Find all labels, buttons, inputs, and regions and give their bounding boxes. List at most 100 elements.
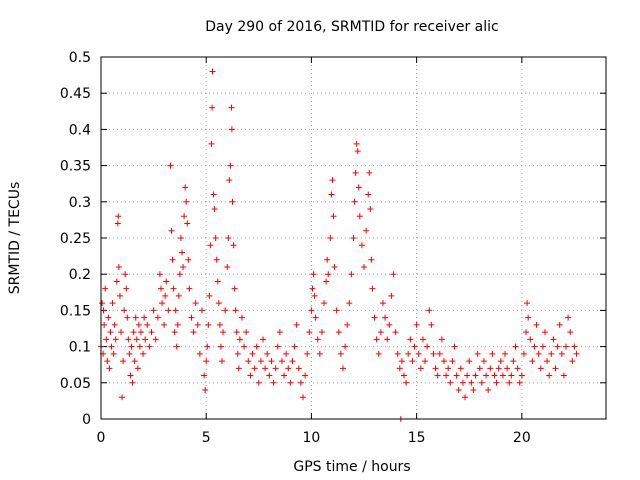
data-point — [167, 162, 174, 169]
data-point — [180, 263, 187, 270]
data-point — [354, 148, 361, 155]
plot-frame — [100, 56, 607, 420]
y-tick-label: 0.2 — [69, 267, 91, 283]
data-point — [276, 329, 283, 336]
data-point — [344, 321, 351, 328]
data-point — [411, 343, 418, 350]
data-point — [291, 343, 298, 350]
data-point — [117, 329, 124, 336]
data-point — [133, 336, 140, 343]
data-point — [436, 350, 443, 357]
data-point — [119, 394, 126, 401]
data-point — [217, 343, 224, 350]
data-points — [98, 68, 580, 422]
data-point — [520, 350, 527, 357]
y-tick-label: 0.4 — [69, 122, 91, 138]
data-point — [229, 198, 236, 205]
data-point — [137, 329, 144, 336]
data-point — [351, 198, 358, 205]
data-point — [514, 365, 521, 372]
data-point — [550, 336, 557, 343]
data-point — [102, 285, 109, 292]
data-point — [266, 372, 273, 379]
y-tick-label: 0 — [82, 412, 91, 428]
data-point — [464, 372, 471, 379]
data-point — [262, 365, 269, 372]
data-point — [190, 329, 197, 336]
x-tick-label: 10 — [303, 430, 321, 446]
data-point — [293, 321, 300, 328]
data-point — [255, 379, 262, 386]
data-point — [209, 104, 216, 111]
data-point — [214, 278, 221, 285]
data-point — [260, 336, 267, 343]
data-point — [231, 285, 238, 292]
data-point — [455, 387, 462, 394]
data-point — [426, 307, 433, 314]
data-point — [434, 372, 441, 379]
data-point — [212, 235, 219, 241]
data-point — [369, 285, 376, 292]
data-point — [382, 314, 389, 321]
data-point — [309, 285, 316, 292]
data-point — [183, 198, 190, 205]
data-point — [115, 213, 122, 220]
data-point — [368, 256, 375, 263]
data-point — [172, 307, 179, 314]
data-point — [171, 329, 178, 336]
data-point — [241, 343, 248, 350]
data-point — [175, 292, 182, 299]
data-point — [108, 343, 115, 350]
data-point — [196, 350, 203, 357]
data-point — [398, 358, 405, 365]
data-point — [120, 358, 127, 365]
data-point — [478, 379, 485, 386]
data-point — [179, 249, 186, 256]
data-point — [227, 162, 234, 169]
x-tick-label: 0 — [97, 430, 106, 446]
data-point — [110, 350, 117, 357]
data-point — [375, 350, 382, 357]
data-point — [451, 343, 458, 350]
data-point — [234, 350, 241, 357]
data-point — [510, 358, 517, 365]
data-point — [109, 300, 116, 307]
data-point — [163, 278, 170, 285]
data-point — [297, 379, 304, 386]
data-point — [329, 177, 336, 184]
data-point — [192, 300, 199, 307]
x-axis-label: GPS time / hours — [293, 459, 410, 475]
data-point — [371, 314, 378, 321]
y-tick-label: 0.3 — [69, 195, 91, 211]
data-point — [325, 271, 332, 278]
data-point — [300, 394, 306, 401]
data-point — [170, 285, 177, 292]
data-point — [105, 314, 112, 321]
data-point — [215, 300, 222, 307]
x-tick-label: 15 — [408, 430, 426, 446]
data-point — [337, 350, 344, 357]
data-point — [185, 256, 192, 263]
data-point — [474, 350, 481, 357]
data-point — [125, 336, 132, 343]
data-point — [318, 329, 325, 336]
data-point — [311, 292, 318, 299]
y-tick-label: 0.35 — [60, 159, 91, 175]
data-point — [417, 365, 424, 372]
data-point — [111, 321, 118, 328]
data-point — [497, 358, 504, 365]
x-tick-label: 5 — [202, 430, 211, 446]
data-point — [468, 379, 475, 386]
data-point — [211, 206, 218, 213]
data-point — [396, 365, 403, 372]
data-point — [548, 350, 555, 357]
data-point — [247, 372, 254, 379]
data-point — [524, 300, 531, 307]
data-point — [491, 372, 498, 379]
data-point — [222, 307, 229, 314]
data-point — [401, 372, 407, 379]
data-point — [377, 329, 384, 336]
data-point — [99, 300, 106, 307]
data-point — [168, 227, 175, 234]
